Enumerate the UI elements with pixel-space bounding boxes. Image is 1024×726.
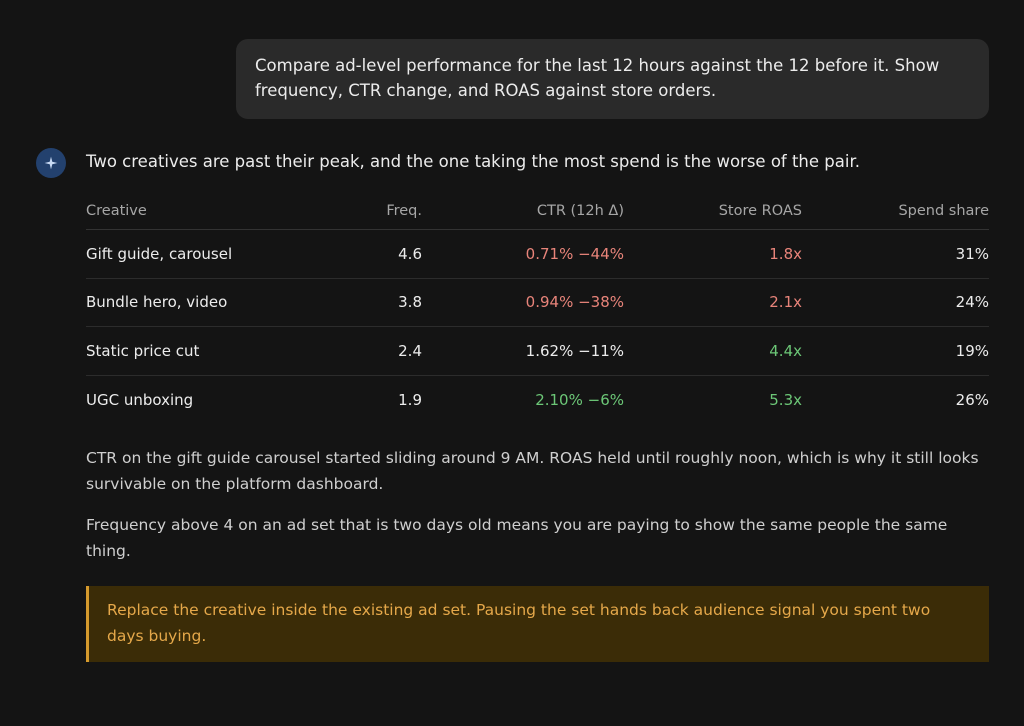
cell-store-roas: 2.1x	[769, 293, 802, 312]
user-message-text: Compare ad-level performance for the las…	[255, 56, 940, 100]
cell-ctr: 2.10% −6%	[535, 390, 624, 409]
sparkle-icon	[44, 156, 58, 170]
cell-frequency: 1.9	[398, 390, 422, 409]
cell-frequency: 4.6	[398, 244, 422, 263]
cell-spend-share: 26%	[955, 390, 989, 409]
header-spend-share: Spend share	[898, 203, 989, 219]
assistant-paragraph: Frequency above 4 on an ad set that is t…	[86, 516, 948, 560]
cell-ctr: 0.94% −38%	[525, 293, 624, 312]
cell-creative: Gift guide, carousel	[86, 244, 233, 263]
header-store-roas: Store ROAS	[718, 203, 802, 219]
cell-frequency: 3.8	[398, 293, 422, 312]
cell-creative: Bundle hero, video	[86, 293, 228, 312]
cell-creative: Static price cut	[86, 341, 200, 360]
table-row: Static price cut 2.4 1.62% −11% 4.4x 19%	[86, 327, 989, 376]
cell-creative: UGC unboxing	[86, 390, 194, 409]
assistant-lead-text: Two creatives are past their peak, and t…	[86, 152, 860, 171]
cell-frequency: 2.4	[398, 341, 422, 360]
cell-ctr: 1.62% −11%	[525, 341, 624, 360]
cell-spend-share: 31%	[955, 244, 989, 263]
cell-store-roas: 4.4x	[769, 341, 802, 360]
cell-spend-share: 24%	[955, 293, 989, 312]
assistant-avatar	[36, 148, 66, 178]
cell-spend-share: 19%	[955, 341, 989, 360]
cell-store-roas: 5.3x	[769, 390, 802, 409]
table-row: Bundle hero, video 3.8 0.94% −38% 2.1x 2…	[86, 279, 989, 327]
user-message-bubble: Compare ad-level performance for the las…	[236, 39, 989, 119]
header-creative: Creative	[86, 203, 147, 219]
callout-text: Replace the creative inside the existing…	[107, 601, 931, 645]
table-row: UGC unboxing 1.9 2.10% −6% 5.3x 26%	[86, 376, 989, 425]
recommendation-callout: Replace the creative inside the existing…	[86, 586, 989, 662]
cell-ctr: 0.71% −44%	[525, 244, 624, 263]
header-frequency: Freq.	[386, 203, 422, 219]
cell-store-roas: 1.8x	[769, 244, 802, 263]
table-header-row: Creative Freq. CTR (12h Δ) Store ROAS Sp…	[86, 193, 989, 230]
header-ctr: CTR (12h Δ)	[536, 203, 624, 219]
creative-performance-table: Creative Freq. CTR (12h Δ) Store ROAS Sp…	[86, 193, 989, 424]
table-row: Gift guide, carousel 4.6 0.71% −44% 1.8x…	[86, 230, 989, 279]
assistant-paragraph: CTR on the gift guide carousel started s…	[86, 449, 979, 493]
